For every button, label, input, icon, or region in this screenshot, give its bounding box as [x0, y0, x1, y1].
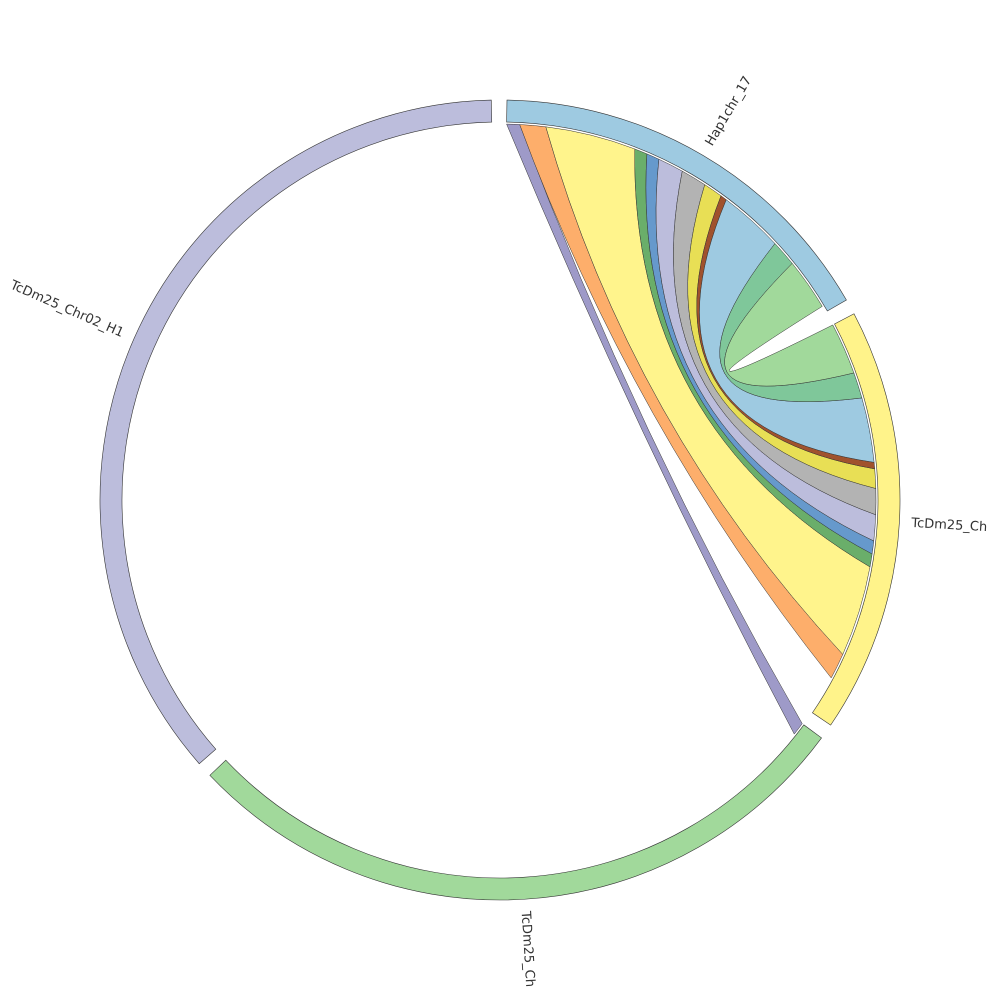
sector [812, 313, 901, 726]
sector [209, 724, 822, 901]
chord [506, 123, 803, 735]
sector-label: TcDm25_Ch [910, 516, 988, 535]
chord [724, 263, 855, 387]
sector-label: TcDm25_Chr02_H1 [7, 278, 126, 341]
sector-label: TcDm25_Ch [518, 910, 538, 988]
sector [506, 99, 847, 312]
sector [99, 99, 493, 765]
sector-label: Hap1chr_17 [703, 74, 756, 149]
